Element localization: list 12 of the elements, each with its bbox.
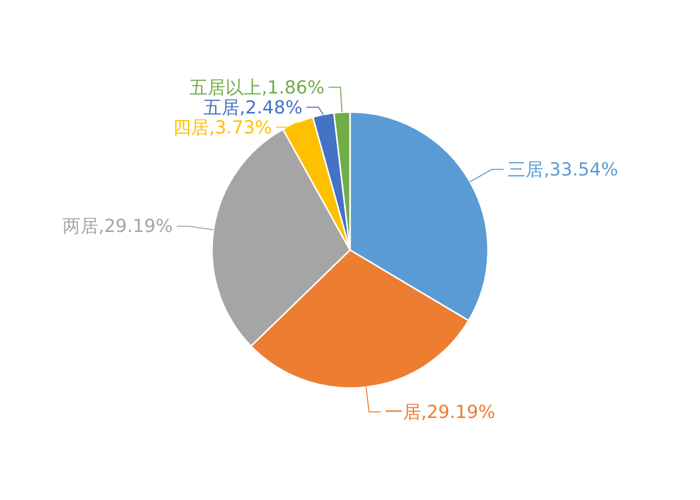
slice-label: 三居 [508,158,544,180]
data-label: ,29.19% [98,216,173,237]
data-label: ,3.73% [209,116,272,138]
data-label: ,2.48% [240,96,302,118]
data-label: ,29.19% [421,401,496,422]
slice-label: 四居 [173,116,210,138]
slice-label: 两居 [62,216,98,237]
slice-label: 五居 [204,96,240,118]
slice-label: 五居以上 [190,76,262,98]
slice-label: 一居 [385,401,422,422]
data-label: ,1.86% [262,76,324,98]
data-label: ,33.54% [544,158,618,180]
